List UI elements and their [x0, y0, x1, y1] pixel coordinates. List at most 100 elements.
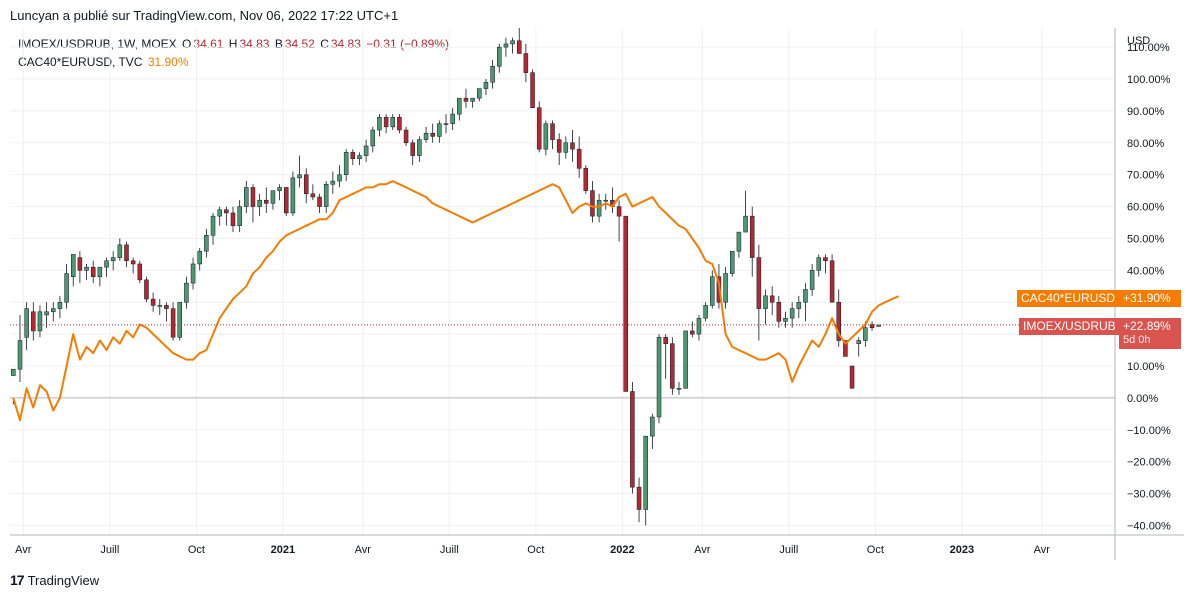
candle: [224, 206, 229, 226]
candle-body: [437, 123, 442, 137]
candle-body: [64, 273, 69, 303]
candle-body: [290, 177, 296, 214]
candle-body: [390, 117, 396, 128]
candle: [723, 267, 728, 309]
candle-body: [77, 257, 83, 271]
candle-body: [696, 317, 702, 335]
candle-body: [184, 282, 189, 303]
candle-body: [869, 324, 875, 328]
candle-body: [809, 270, 815, 290]
candle-body: [297, 174, 302, 179]
candle: [317, 193, 322, 213]
candle-body: [370, 129, 376, 147]
imoex-candles: [11, 28, 881, 526]
candle-body: [31, 311, 36, 332]
candle-body: [583, 168, 589, 191]
y-tick-label: 100.00%: [1127, 74, 1171, 86]
candle-body: [843, 340, 848, 357]
candle-body: [403, 129, 409, 144]
candle: [550, 120, 555, 150]
candle: [130, 257, 136, 274]
candle: [117, 238, 123, 261]
candle-body: [363, 145, 369, 156]
candle-body: [457, 97, 462, 115]
cac-name-badge: CAC40*EURUSD: [1017, 290, 1120, 307]
candle-body: [590, 190, 595, 217]
candle: [683, 330, 688, 389]
candle: [497, 43, 502, 73]
legend-cac[interactable]: CAC40*EURUSD, TVC 31.90%: [18, 55, 191, 69]
candle: [803, 283, 808, 322]
candle: [443, 114, 449, 134]
candle-body: [37, 311, 43, 332]
candle-body: [170, 308, 176, 338]
candle-body: [217, 209, 222, 217]
imoex-value-text: +22.89%: [1123, 319, 1171, 333]
candle-body: [683, 330, 688, 389]
candle: [703, 302, 708, 322]
candle-body: [417, 139, 422, 156]
candle-body: [237, 206, 242, 226]
candle-body: [303, 174, 309, 195]
candle-body: [516, 40, 522, 54]
candle-body: [829, 260, 835, 303]
candle: [869, 321, 875, 331]
candle: [876, 324, 881, 327]
candle: [51, 302, 56, 322]
candle-body: [44, 311, 49, 316]
candle: [663, 334, 668, 379]
candle-body: [836, 301, 841, 341]
y-tick-label: 70.00%: [1127, 170, 1165, 182]
candle-body: [463, 97, 469, 102]
candle-body: [570, 142, 575, 150]
candle: [477, 88, 482, 102]
tradingview-brand[interactable]: 17 TradingView: [10, 572, 99, 588]
x-tick-label: Avr: [15, 544, 32, 556]
candle-body: [749, 215, 755, 258]
candle: [776, 295, 782, 328]
candle-body: [743, 215, 748, 233]
candle-body: [650, 416, 655, 437]
candle-body: [257, 199, 262, 207]
candle: [277, 184, 282, 201]
candle: [177, 301, 182, 341]
candle: [470, 97, 475, 108]
candle: [150, 292, 156, 312]
candle: [543, 120, 549, 156]
candle-body: [876, 324, 881, 327]
legend-high-label: H: [228, 37, 238, 51]
candle-body: [410, 142, 415, 156]
candle-body: [776, 301, 782, 322]
candle-body: [530, 72, 535, 108]
candle-body: [343, 152, 349, 175]
candle: [157, 299, 163, 315]
candle: [809, 263, 815, 296]
y-tick-label: 10.00%: [1127, 361, 1165, 373]
candle: [403, 126, 409, 146]
candle: [796, 295, 802, 319]
candle: [164, 302, 169, 322]
candle-body: [204, 235, 209, 252]
candle-body: [150, 298, 156, 306]
candle-body: [543, 123, 549, 150]
candle: [417, 136, 422, 162]
candle-body: [849, 365, 855, 389]
x-axis-ticks: Avr Juill Oct 2021 Avr Juill Oct 2022 Avr Juill Oc…: [15, 544, 1050, 556]
candle-body: [663, 337, 668, 344]
candle: [363, 139, 369, 162]
candle: [290, 171, 296, 217]
candle-body: [323, 183, 329, 207]
candle: [836, 289, 841, 347]
x-tick-label: 2023: [950, 544, 974, 556]
candle-body: [177, 301, 182, 338]
candle-body: [137, 263, 143, 281]
legend-cac-name: CAC40*EURUSD, TVC: [18, 55, 143, 69]
candle: [463, 88, 469, 108]
imoex-countdown: 5d 0h: [1123, 334, 1151, 346]
candle-body: [477, 88, 482, 99]
candle: [204, 228, 209, 258]
candle-body: [144, 279, 149, 300]
candle: [210, 212, 216, 245]
candle-body: [450, 113, 455, 124]
